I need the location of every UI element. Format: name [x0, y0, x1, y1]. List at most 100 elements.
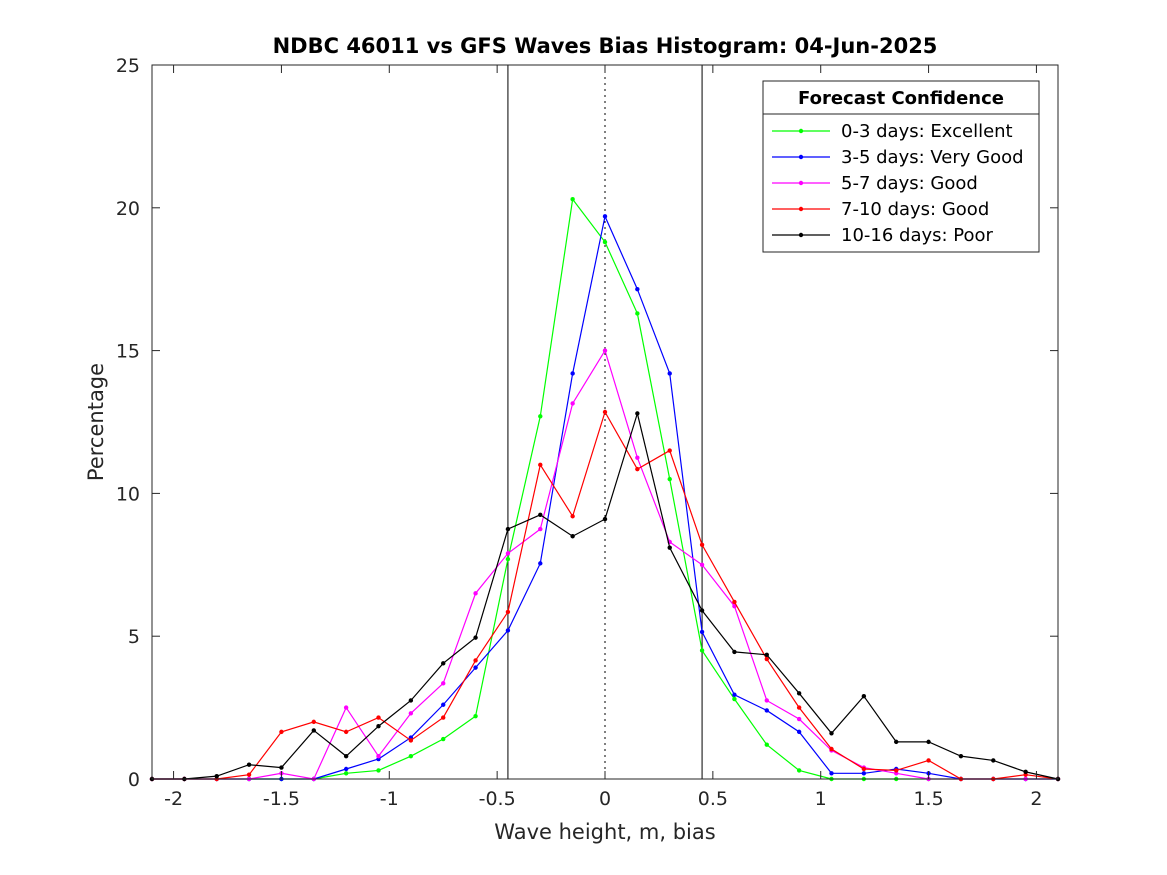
- data-point: [699, 542, 705, 548]
- data-point: [894, 739, 899, 745]
- data-point: [764, 652, 769, 657]
- data-point: [894, 768, 899, 773]
- data-point: [667, 448, 672, 453]
- data-point: [343, 705, 349, 710]
- data-point: [505, 526, 511, 532]
- data-point: [343, 766, 349, 772]
- data-point: [602, 516, 608, 522]
- data-point: [764, 698, 769, 703]
- data-point: [505, 609, 511, 615]
- data-point: [441, 661, 446, 666]
- x-tick-label: -1.5: [263, 788, 300, 810]
- data-point: [699, 608, 705, 613]
- data-point: [602, 214, 608, 219]
- data-point: [635, 411, 640, 416]
- data-point: [635, 286, 640, 292]
- legend-label: 5-7 days: Good: [841, 173, 978, 194]
- data-point: [635, 466, 640, 472]
- data-point: [376, 753, 381, 759]
- data-point: [861, 771, 867, 776]
- legend-box: [762, 80, 1040, 253]
- legend-marker: [798, 128, 804, 134]
- data-point: [991, 758, 996, 763]
- data-point: [538, 512, 543, 518]
- x-tick-label: 2: [1030, 788, 1042, 810]
- data-point: [602, 239, 608, 245]
- data-point: [699, 562, 705, 567]
- x-tick-label: -2: [164, 788, 183, 810]
- data-point: [667, 545, 672, 550]
- legend-marker: [798, 180, 804, 186]
- legend-entries: 0-3 days: Excellent 3-5 days: Very Good 5-…: [772, 121, 1024, 246]
- data-point: [764, 656, 769, 662]
- legend-entry: 5-7 days: Good: [772, 173, 978, 194]
- data-point: [376, 768, 381, 773]
- data-point: [796, 691, 802, 696]
- data-point: [829, 771, 834, 776]
- data-point: [505, 628, 511, 633]
- legend-entry: 7-10 days: Good: [772, 199, 989, 220]
- data-point: [732, 696, 737, 702]
- data-point: [343, 753, 349, 759]
- y-tick-label: 0: [128, 769, 140, 791]
- data-point: [214, 773, 219, 779]
- data-point: [796, 705, 802, 710]
- reference-lines: [507, 65, 703, 779]
- data-point: [538, 526, 543, 532]
- data-point: [732, 692, 737, 697]
- data-point: [538, 561, 543, 566]
- y-tick-label: 5: [128, 626, 140, 648]
- chart-title: NDBC 46011 vs GFS Waves Bias Histogram: …: [273, 34, 938, 58]
- data-point: [635, 311, 640, 316]
- legend-entry: 10-16 days: Poor: [772, 225, 994, 246]
- legend-label: 0-3 days: Excellent: [841, 121, 1013, 142]
- y-tick-label: 15: [116, 341, 140, 363]
- x-tick-label: 1.5: [913, 788, 943, 810]
- x-axis-title: Wave height, m, bias: [494, 820, 715, 844]
- data-point: [473, 658, 478, 663]
- data-point: [667, 371, 672, 376]
- data-point: [570, 371, 575, 376]
- y-tick-label: 10: [116, 483, 140, 505]
- data-point: [1023, 769, 1028, 775]
- data-point: [732, 649, 737, 655]
- data-point: [667, 476, 672, 482]
- data-point: [441, 702, 446, 707]
- data-point: [699, 648, 705, 653]
- x-tick-label: 1: [815, 788, 827, 810]
- legend-label: 7-10 days: Good: [841, 199, 989, 220]
- data-point: [732, 599, 737, 605]
- data-point: [699, 629, 705, 635]
- data-point: [796, 729, 802, 735]
- x-tick-label: 0.5: [698, 788, 728, 810]
- data-point: [408, 753, 414, 759]
- data-point: [732, 604, 737, 609]
- legend-marker: [798, 206, 804, 212]
- legend-label: 10-16 days: Poor: [841, 225, 994, 246]
- data-point: [538, 462, 543, 468]
- legend-label: 3-5 days: Very Good: [841, 147, 1024, 168]
- data-point: [829, 746, 834, 752]
- data-point: [473, 713, 478, 719]
- data-point: [311, 719, 316, 725]
- data-point: [570, 514, 575, 519]
- data-point: [764, 742, 769, 747]
- data-point: [473, 665, 478, 670]
- data-point: [570, 401, 575, 406]
- data-point: [570, 534, 575, 539]
- data-point: [829, 731, 834, 736]
- x-tick-label: -1: [380, 788, 399, 810]
- data-point: [246, 762, 252, 767]
- y-axis-title: Percentage: [84, 363, 108, 481]
- data-point: [376, 715, 381, 720]
- data-point: [408, 738, 414, 743]
- data-point: [408, 711, 414, 716]
- y-tick-label: 20: [116, 198, 140, 220]
- data-point: [958, 753, 964, 759]
- data-point: [505, 556, 511, 562]
- data-point: [538, 414, 543, 419]
- data-point: [441, 681, 446, 686]
- legend-entry: 3-5 days: Very Good: [772, 147, 1024, 168]
- data-point: [570, 197, 575, 202]
